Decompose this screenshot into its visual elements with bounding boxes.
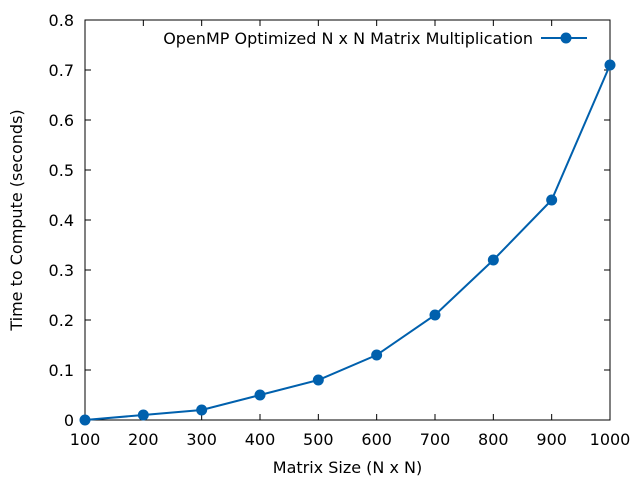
x-tick-label: 400 bbox=[245, 430, 276, 449]
x-tick-label: 100 bbox=[70, 430, 101, 449]
y-tick-label: 0.4 bbox=[49, 211, 74, 230]
x-tick-label: 500 bbox=[303, 430, 334, 449]
x-tick-label: 700 bbox=[420, 430, 451, 449]
series-layer bbox=[79, 59, 616, 426]
x-tick-label: 200 bbox=[128, 430, 159, 449]
legend-marker bbox=[560, 32, 572, 44]
x-axis-label: Matrix Size (N x N) bbox=[273, 458, 422, 477]
axis-tick-labels: 100 200 300 400 500 600 700 800 900 1000 0 0.1 0.2 0.… bbox=[49, 11, 631, 449]
y-tick-label: 0.5 bbox=[49, 161, 74, 180]
data-point bbox=[196, 404, 208, 416]
legend: OpenMP Optimized N x N Matrix Multiplica… bbox=[163, 29, 591, 48]
y-tick-label: 0.6 bbox=[49, 111, 74, 130]
x-tick-label: 900 bbox=[536, 430, 567, 449]
data-point bbox=[79, 414, 91, 426]
x-tick-label: 300 bbox=[186, 430, 217, 449]
data-point bbox=[254, 389, 266, 401]
data-point bbox=[487, 254, 499, 266]
data-point bbox=[371, 349, 383, 361]
data-point bbox=[546, 194, 558, 206]
y-tick-label: 0.1 bbox=[49, 361, 74, 380]
y-tick-label: 0.2 bbox=[49, 311, 74, 330]
y-axis-label: Time to Compute (seconds) bbox=[7, 109, 26, 331]
y-tick-label: 0.8 bbox=[49, 11, 74, 30]
data-point bbox=[312, 374, 324, 386]
x-tick-label: 600 bbox=[361, 430, 392, 449]
data-point bbox=[604, 59, 616, 71]
data-point bbox=[137, 409, 149, 421]
y-tick-label: 0 bbox=[64, 411, 74, 430]
y-tick-label: 0.7 bbox=[49, 61, 74, 80]
series-line bbox=[84, 64, 611, 421]
data-point bbox=[429, 309, 441, 321]
legend-label: OpenMP Optimized N x N Matrix Multiplica… bbox=[163, 29, 533, 48]
x-tick-label: 800 bbox=[478, 430, 509, 449]
x-tick-label: 1000 bbox=[590, 430, 631, 449]
axis-ticks bbox=[84, 19, 611, 421]
y-tick-label: 0.3 bbox=[49, 261, 74, 280]
